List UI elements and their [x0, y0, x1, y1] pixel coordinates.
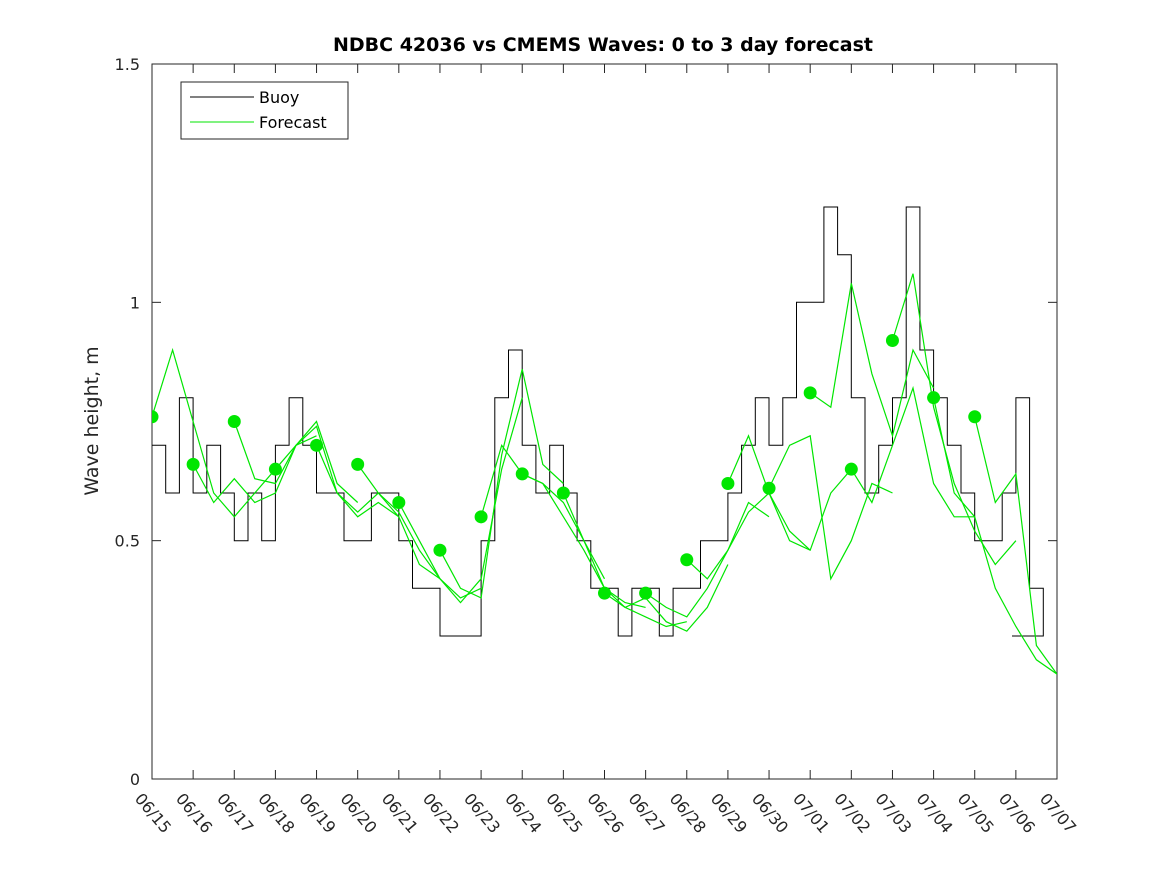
y-tick-label: 1.5 [115, 55, 140, 74]
forecast-run-line [809, 283, 935, 438]
forecast-start-marker [762, 481, 776, 495]
forecast-start-marker [152, 410, 159, 424]
forecast-start-marker [844, 462, 858, 476]
forecast-run-line [645, 501, 770, 618]
forecast-start-marker [392, 496, 406, 510]
forecast-run-line [521, 473, 646, 608]
forecast-run-line [933, 397, 1057, 675]
forecast-run-line [357, 464, 482, 599]
forecast-start-marker [433, 543, 447, 557]
legend-buoy-label: Buoy [259, 88, 299, 107]
y-tick-label: 1 [130, 293, 140, 312]
axes-box [151, 63, 1058, 780]
forecast-run-line [727, 434, 852, 552]
forecast-start-marker [515, 467, 529, 481]
forecast-start-marker [885, 333, 899, 347]
y-tick-label: 0.5 [115, 532, 140, 551]
y-axis-label: Wave height, m [81, 346, 103, 495]
forecast-run-line [398, 397, 523, 604]
plot-area: 00.511.506/1506/1606/1706/1806/1906/2006… [115, 55, 1081, 837]
forecast-run-line [686, 492, 811, 580]
forecast-run-line [974, 416, 1057, 675]
forecast-start-marker [474, 510, 488, 524]
forecast-start-marker [598, 586, 611, 600]
forecast-start-marker [227, 415, 241, 428]
forecast-run-line [850, 385, 975, 518]
series-group [152, 206, 1057, 675]
forecast-run-line [768, 434, 893, 581]
forecast-start-marker [186, 457, 200, 471]
forecast-start-marker [268, 462, 282, 476]
forecast-start-marker [721, 476, 735, 490]
forecast-start-marker [556, 486, 570, 500]
legend-forecast-label: Forecast [259, 113, 327, 132]
legend: Buoy Forecast [180, 81, 349, 140]
forecast-run-line [891, 273, 1017, 566]
chart-title: NDBC 42036 vs CMEMS Waves: 0 to 3 day fo… [333, 34, 873, 56]
forecast-run-line [439, 368, 564, 599]
forecast-start-marker [927, 391, 941, 405]
legend-box [180, 81, 349, 140]
forecast-start-marker [639, 586, 653, 600]
forecast-start-marker [310, 438, 324, 452]
forecast-run-line [604, 564, 729, 632]
buoy-series-line [152, 206, 1044, 637]
y-tick-label: 0 [130, 770, 140, 789]
forecast-start-marker [351, 457, 365, 471]
forecast-start-marker [803, 386, 817, 400]
forecast-run-line [152, 347, 276, 518]
forecast-start-marker [968, 410, 982, 424]
forecast-start-marker [680, 553, 694, 567]
